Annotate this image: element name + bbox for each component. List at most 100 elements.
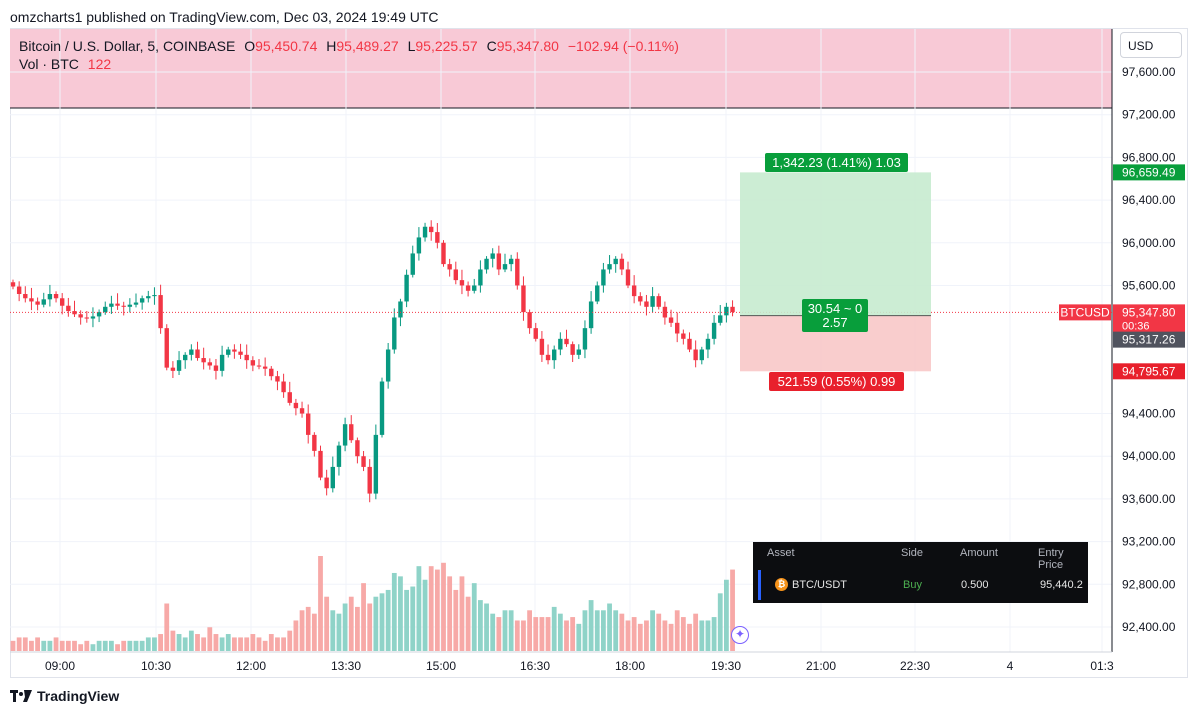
volume-bar (29, 640, 34, 651)
candle-body (109, 303, 114, 307)
x-tick-label: 21:00 (806, 659, 836, 673)
candle-body (527, 312, 532, 329)
current-price-text: 95,347.80 (1122, 305, 1176, 319)
candle-body (515, 258, 520, 286)
volume-bar (662, 620, 668, 651)
target-price-tag-text: 96,659.49 (1122, 165, 1176, 179)
volume-bar (59, 640, 65, 651)
volume-bar (644, 620, 649, 651)
volume-bar (84, 640, 90, 651)
volume-bar (656, 613, 662, 651)
volume-bar (207, 627, 213, 651)
volume-bar (78, 644, 84, 651)
volume-bar (330, 610, 336, 651)
y-tick-label: 94,000.00 (1122, 449, 1176, 463)
candle-body (29, 298, 34, 302)
candle-body (429, 226, 434, 233)
volume-bar (127, 640, 133, 651)
volume-bar (502, 610, 508, 651)
volume-bar (674, 610, 680, 651)
volume-bar (724, 579, 729, 651)
volume-bar (355, 606, 360, 651)
footer-brand[interactable]: TradingView (10, 688, 119, 705)
legend-c-label: C (486, 38, 497, 54)
candle-body (41, 299, 46, 305)
candle-body (367, 466, 372, 494)
volume-bar (484, 603, 489, 651)
volume-bar (256, 637, 262, 651)
volume-bar (471, 583, 477, 651)
sparkle-icon[interactable]: ✦ (731, 626, 749, 644)
volume-bar (459, 576, 465, 651)
volume-bar (410, 586, 416, 651)
volume-bar (478, 600, 483, 651)
candle-body (78, 314, 83, 318)
candle-body (644, 301, 649, 307)
candle-body (133, 302, 139, 305)
volume-bar (373, 596, 379, 651)
legend-l-label: L (407, 38, 416, 54)
volume-bar (41, 640, 47, 651)
x-tick-label: 18:00 (615, 659, 645, 673)
positions-table: Asset Side Amount Entry Price ₿ BTC/USDT… (753, 542, 1088, 603)
candle-body (687, 338, 692, 350)
header-side: Side (901, 547, 924, 559)
volume-bar (53, 637, 59, 651)
volume-bar (250, 634, 256, 651)
volume-bar (152, 637, 157, 651)
volume-bar (182, 637, 188, 651)
legend-ohlc: Bitcoin / U.S. Dollar, 5, COINBASE O95,4… (19, 38, 679, 54)
candle-body (508, 258, 514, 265)
candle-body (619, 258, 625, 270)
stop-box (769, 372, 904, 391)
volume-bar (570, 617, 576, 651)
candle-body (250, 360, 256, 366)
volume-bar (545, 617, 551, 651)
candle-body (170, 367, 176, 371)
row-amount: 0.500 (961, 579, 989, 591)
candle-body (244, 354, 249, 361)
legend-symbol: Bitcoin / U.S. Dollar, 5, COINBASE (19, 38, 236, 54)
candle-body (656, 296, 661, 307)
volume-bar (514, 620, 520, 651)
y-tick-label: 96,400.00 (1122, 193, 1176, 207)
candle-body (349, 424, 354, 441)
volume-bar (404, 589, 409, 651)
publisher-line: omzcharts1 published on TradingView.com,… (10, 9, 439, 25)
volume-bar (188, 630, 194, 651)
volume-bar (447, 576, 453, 651)
profit-zone[interactable] (740, 172, 931, 316)
candle-body (306, 413, 311, 435)
candle-body (539, 338, 545, 355)
candle-body (139, 298, 145, 303)
candle-body (435, 232, 440, 243)
candle-body (207, 362, 212, 366)
row-asset[interactable]: BTC/USDT (792, 579, 847, 591)
volume-bar (453, 589, 459, 651)
candle-body (47, 294, 53, 300)
candle-body (287, 392, 292, 403)
candle-body (164, 328, 169, 368)
volume-bar (521, 620, 526, 651)
countdown-text: 00:36 (1122, 320, 1150, 332)
candle-body (699, 349, 704, 361)
y-tick-label: 92,800.00 (1122, 577, 1176, 591)
y-tick-label: 95,600.00 (1122, 278, 1176, 292)
volume-bar (96, 640, 102, 651)
volume-bar (594, 610, 600, 651)
volume-bar (668, 623, 674, 651)
candle-body (183, 354, 188, 361)
volume-bar (428, 566, 434, 651)
currency-button[interactable]: USD (1120, 32, 1182, 58)
target-box-text: 1,342.23 (1.41%) 1.03 (772, 155, 901, 170)
candle-body (232, 349, 237, 352)
candle-body (262, 366, 268, 369)
row-accent (758, 570, 761, 600)
center-box-line2: 2.57 (822, 315, 847, 330)
volume-bar (336, 613, 342, 651)
volume-bar (72, 640, 77, 651)
x-tick-label: 4 (1007, 659, 1014, 673)
candle-body (730, 306, 735, 313)
volume-bar (539, 617, 545, 651)
